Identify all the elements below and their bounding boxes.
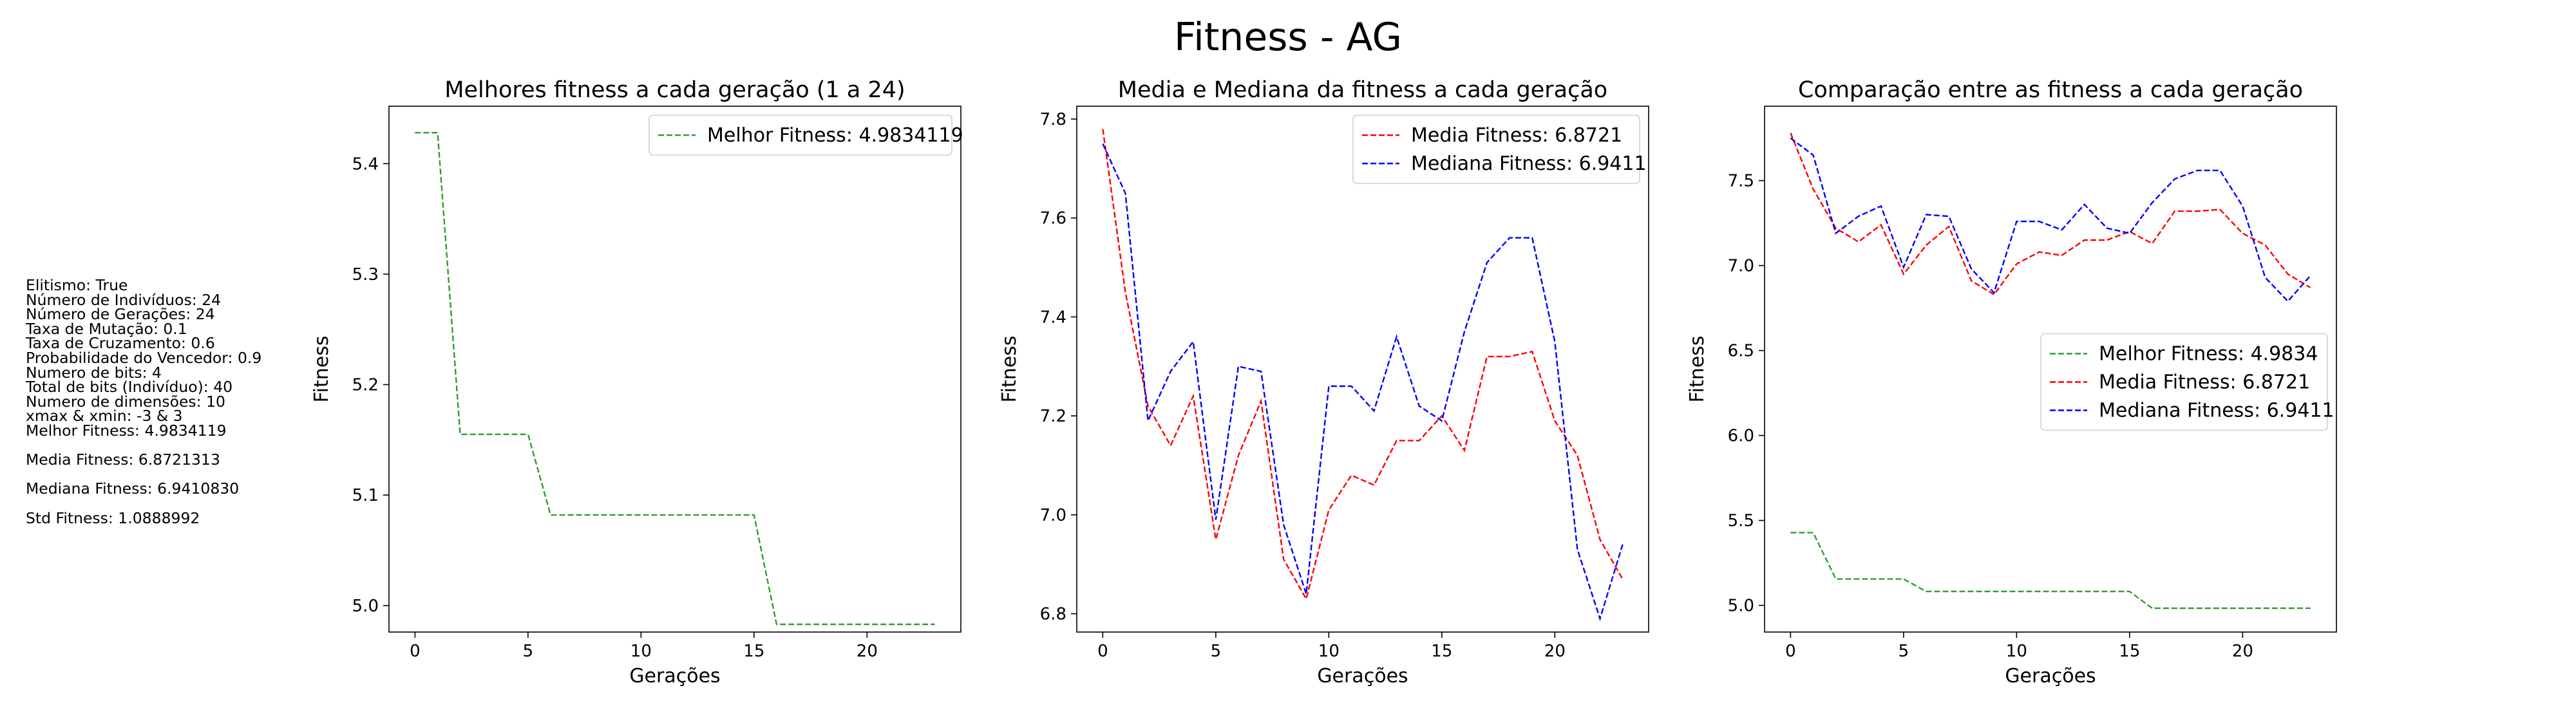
x-tick-label: 20 xyxy=(1544,642,1566,661)
parameter-line: Número de Gerações: 24 xyxy=(26,305,215,324)
series-line-median xyxy=(1790,137,2311,303)
chart-title: Comparação entre as fitness a cada geraç… xyxy=(1798,77,2303,103)
y-tick-label: 7.5 xyxy=(1728,172,1754,191)
series-line-best xyxy=(1790,532,2311,610)
x-tick-label: 10 xyxy=(1318,642,1340,661)
y-tick-label: 6.5 xyxy=(1728,342,1754,361)
parameter-line: Melhor Fitness: 4.9834119 xyxy=(26,421,227,440)
y-tick-label: 7.6 xyxy=(1040,209,1066,228)
legend: Melhor Fitness: 4.9834 Media Fitness: 6.8… xyxy=(2040,333,2334,431)
x-tick-label: 5 xyxy=(523,642,534,661)
parameter-line: Número de Indivíduos: 24 xyxy=(26,290,222,309)
y-tick-label: 6.0 xyxy=(1728,427,1754,446)
x-tick-label: 0 xyxy=(1097,642,1108,661)
x-tick-label: 5 xyxy=(1899,642,1909,661)
x-tick-label: 5 xyxy=(1211,642,1222,661)
x-tick-label: 15 xyxy=(743,642,764,661)
parameter-line: Probabilidade do Vencedor: 0.9 xyxy=(26,348,262,367)
y-axis-label: Fitness xyxy=(998,336,1021,403)
legend-label: Mediana Fitness: 6.9411 xyxy=(1411,153,1647,175)
y-tick-label: 5.0 xyxy=(352,597,379,616)
parameter-line: Taxa de Mutação: 0.1 xyxy=(26,319,187,338)
x-tick-label: 10 xyxy=(2006,642,2027,661)
chart-3: Comparação entre as fitness a cada geraç… xyxy=(1686,77,2337,687)
chart-title: Melhores fitness a cada geração (1 a 24) xyxy=(444,77,905,103)
y-axis-label: Fitness xyxy=(310,336,333,403)
y-tick-label: 7.4 xyxy=(1040,308,1066,327)
x-tick-label: 0 xyxy=(1785,642,1796,661)
chart-1: Melhores fitness a cada geração (1 a 24)… xyxy=(310,77,963,687)
series-line-best xyxy=(415,131,935,626)
y-axis-label: Fitness xyxy=(1686,336,1709,403)
x-axis-label: Gerações xyxy=(1317,665,1408,687)
parameters-text: Elitismo: True Número de Indivíduos: 24 Nú… xyxy=(26,276,262,527)
y-tick-label: 5.4 xyxy=(352,154,379,174)
legend-label: Media Fitness: 6.8721 xyxy=(2099,371,2310,394)
legend-label: Media Fitness: 6.8721 xyxy=(1411,124,1622,147)
y-tick-label: 5.5 xyxy=(1728,512,1754,531)
axes-frame xyxy=(1076,106,1649,633)
axes-frame xyxy=(388,106,961,633)
y-tick-label: 5.1 xyxy=(352,486,379,505)
legend-frame xyxy=(1352,115,1640,184)
y-tick-label: 5.3 xyxy=(352,265,379,284)
parameter-line: Std Fitness: 1.0888992 xyxy=(26,508,200,527)
legend-frame xyxy=(2040,333,2328,431)
legend: Media Fitness: 6.8721 Mediana Fitness: 6.… xyxy=(1352,115,1647,184)
x-tick-label: 0 xyxy=(410,642,421,661)
chart-2: Media e Mediana da fitness a cada geraçã… xyxy=(998,77,1649,687)
legend-label: Melhor Fitness: 4.9834119 xyxy=(707,124,963,147)
y-tick-label: 7.2 xyxy=(1040,407,1066,426)
parameter-line: Taxa de Cruzamento: 0.6 xyxy=(26,334,215,353)
x-tick-label: 15 xyxy=(1431,642,1452,661)
y-tick-label: 6.8 xyxy=(1040,605,1066,624)
series-line-mean xyxy=(1790,133,2311,296)
x-tick-label: 20 xyxy=(857,642,878,661)
parameter-line: Elitismo: True xyxy=(26,276,128,294)
y-tick-label: 7.8 xyxy=(1040,110,1066,129)
axes-frame xyxy=(1764,106,2337,633)
y-tick-label: 7.0 xyxy=(1728,257,1754,276)
parameter-line: Numero de bits: 4 xyxy=(26,363,162,382)
figure-title: Fitness - AG xyxy=(1173,15,1403,60)
x-axis-label: Gerações xyxy=(2005,665,2096,687)
parameter-line: Numero de dimensões: 10 xyxy=(26,392,225,411)
legend-label: Melhor Fitness: 4.9834 xyxy=(2099,343,2318,366)
parameter-line: Mediana Fitness: 6.9410830 xyxy=(26,480,240,498)
legend-frame xyxy=(649,115,952,156)
y-tick-label: 7.0 xyxy=(1040,506,1066,525)
chart-title: Media e Mediana da fitness a cada geraçã… xyxy=(1118,77,1607,103)
x-tick-label: 10 xyxy=(630,642,652,661)
legend: Melhor Fitness: 4.9834119 xyxy=(649,115,963,156)
series-line-median xyxy=(1102,143,1624,622)
y-tick-label: 5.2 xyxy=(352,376,379,395)
legend-label: Mediana Fitness: 6.9411 xyxy=(2099,400,2334,422)
x-tick-label: 15 xyxy=(2119,642,2140,661)
parameter-line: xmax & xmin: -3 & 3 xyxy=(26,407,183,425)
series-line-mean xyxy=(1102,129,1624,601)
x-tick-label: 20 xyxy=(2232,642,2253,661)
parameter-line: Total de bits (Indivíduo): 40 xyxy=(26,378,233,396)
x-axis-label: Gerações xyxy=(629,665,720,687)
parameter-line: Media Fitness: 6.8721313 xyxy=(26,451,220,469)
y-tick-label: 5.0 xyxy=(1728,597,1754,616)
